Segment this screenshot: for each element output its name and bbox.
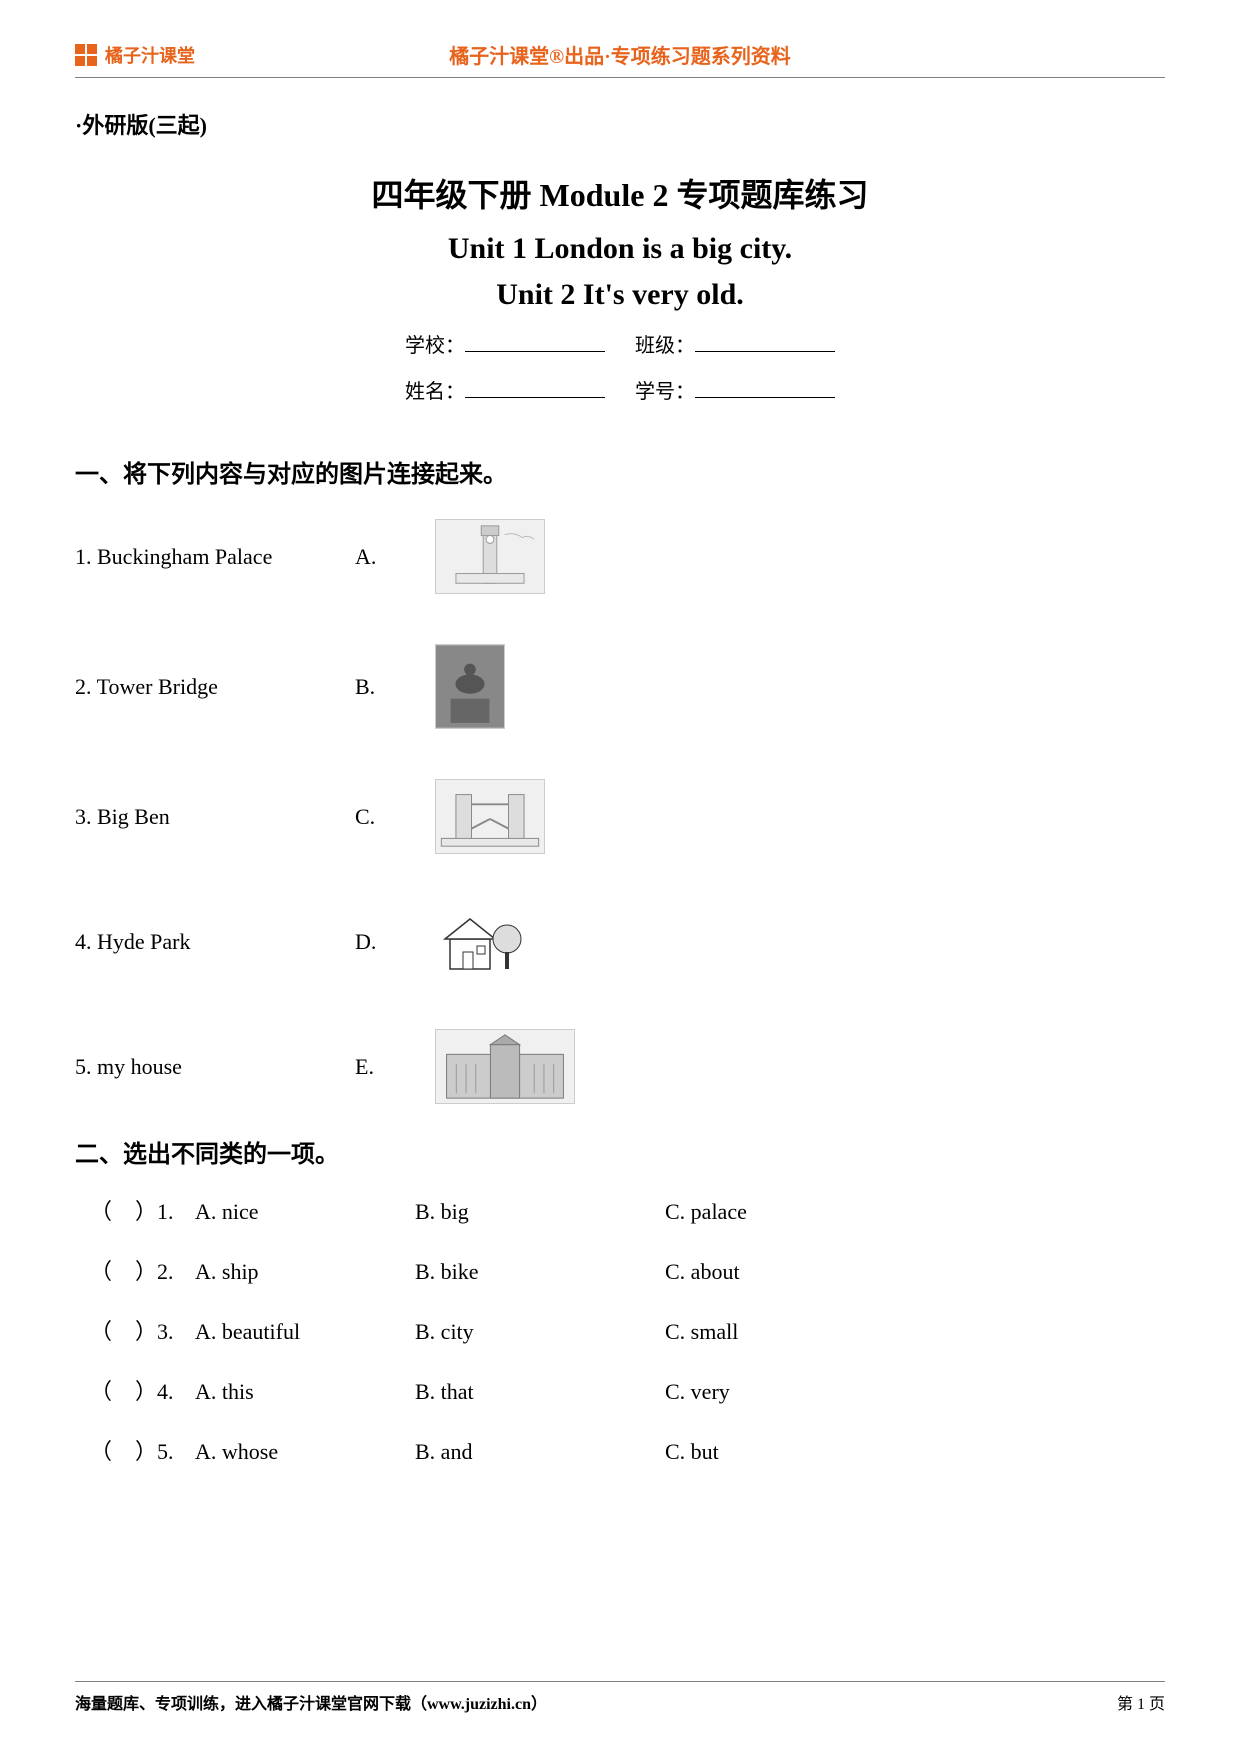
name-field: 姓名： [405, 374, 605, 404]
option-a: A. nice [195, 1199, 415, 1225]
match-image-e [435, 1029, 575, 1104]
tower-bridge-icon [436, 780, 544, 853]
option-c: C. small [665, 1319, 865, 1345]
name-blank[interactable] [465, 374, 605, 398]
match-letter-b: B. [355, 674, 435, 700]
name-label: 姓名： [405, 375, 465, 404]
option-b: B. bike [415, 1259, 665, 1285]
sub-title-2: Unit 2 It's very old. [75, 278, 1165, 312]
row-num: 1. [157, 1199, 174, 1224]
match-item-5: 5. my house [75, 1054, 355, 1080]
match-item-1: 1. Buckingham Palace [75, 544, 355, 570]
school-blank[interactable] [465, 328, 605, 352]
row-num: 3. [157, 1319, 174, 1344]
option-c: C. palace [665, 1199, 865, 1225]
match-letter-e: E. [355, 1054, 435, 1080]
statue-icon [436, 645, 504, 728]
class-label: 班级： [635, 329, 695, 358]
paren-open[interactable]: （ [75, 1374, 135, 1406]
page-header: 橘子汁课堂 橘子汁课堂®出品·专项练习题系列资料 [75, 40, 1165, 78]
sub-title-1: Unit 1 London is a big city. [75, 232, 1165, 266]
row-num: 2. [157, 1259, 174, 1284]
paren-close: ）2. [135, 1254, 195, 1286]
class-blank[interactable] [695, 328, 835, 352]
odd-row-5: （ ）5. A. whose B. and C. but [75, 1434, 1165, 1466]
option-a: A. ship [195, 1259, 415, 1285]
matching-exercise: 1. Buckingham Palace A. 2. Tower Bridge … [75, 519, 1165, 1104]
option-b: B. that [415, 1379, 665, 1405]
row-num: 5. [157, 1439, 174, 1464]
match-text-1: Buckingham Palace [97, 544, 272, 569]
big-ben-icon [436, 520, 544, 593]
section-2-heading: 二、选出不同类的一项。 [75, 1134, 1165, 1169]
id-label: 学号： [635, 375, 695, 404]
match-image-a [435, 519, 545, 594]
match-text-2: Tower Bridge [97, 674, 218, 699]
option-c: C. very [665, 1379, 865, 1405]
option-b: B. big [415, 1199, 665, 1225]
paren-open[interactable]: （ [75, 1314, 135, 1346]
option-a: A. beautiful [195, 1319, 415, 1345]
odd-row-4: （ ）4. A. this B. that C. very [75, 1374, 1165, 1406]
odd-row-2: （ ）2. A. ship B. bike C. about [75, 1254, 1165, 1286]
match-letter-a: A. [355, 544, 435, 570]
title-block: 四年级下册 Module 2 专项题库练习 Unit 1 London is a… [75, 170, 1165, 404]
paren-open[interactable]: （ [75, 1254, 135, 1286]
option-b: B. city [415, 1319, 665, 1345]
match-num-4: 4. [75, 929, 92, 954]
option-a: A. whose [195, 1439, 415, 1465]
palace-icon [436, 1030, 574, 1103]
paren-close: ）3. [135, 1314, 195, 1346]
logo-icon [75, 44, 97, 66]
id-field: 学号： [635, 374, 835, 404]
info-row-1: 学校： 班级： [75, 328, 1165, 358]
paren-open[interactable]: （ [75, 1434, 135, 1466]
match-item-4: 4. Hyde Park [75, 929, 355, 955]
page-footer: 海量题库、专项训练，进入橘子汁课堂官网下载（www.juzizhi.cn） 第 … [75, 1681, 1165, 1714]
option-c: C. about [665, 1259, 865, 1285]
match-num-1: 1. [75, 544, 92, 569]
school-label: 学校： [405, 329, 465, 358]
match-item-3: 3. Big Ben [75, 804, 355, 830]
option-b: B. and [415, 1439, 665, 1465]
paren-open[interactable]: （ [75, 1194, 135, 1226]
main-title: 四年级下册 Module 2 专项题库练习 [75, 170, 1165, 216]
header-center-text: 橘子汁课堂®出品·专项练习题系列资料 [449, 46, 791, 68]
match-num-2: 2. [75, 674, 92, 699]
footer-page-number: 第 1 页 [1117, 1690, 1165, 1714]
class-field: 班级： [635, 328, 835, 358]
match-letter-c: C. [355, 804, 435, 830]
option-c: C. but [665, 1439, 865, 1465]
school-field: 学校： [405, 328, 605, 358]
paren-close: ）5. [135, 1434, 195, 1466]
option-a: A. this [195, 1379, 415, 1405]
id-blank[interactable] [695, 374, 835, 398]
match-image-b [435, 644, 505, 729]
match-num-5: 5. [75, 1054, 92, 1079]
info-row-2: 姓名： 学号： [75, 374, 1165, 404]
header-title: 橘子汁课堂®出品·专项练习题系列资料 [195, 40, 1045, 69]
odd-one-out-exercise: （ ）1. A. nice B. big C. palace （ ）2. A. … [75, 1194, 1165, 1466]
match-item-2: 2. Tower Bridge [75, 674, 355, 700]
match-text-3: Big Ben [97, 804, 170, 829]
edition-label: ·外研版(三起) [75, 108, 1165, 140]
match-letter-d: D. [355, 929, 435, 955]
footer-left: 海量题库、专项训练，进入橘子汁课堂官网下载（www.juzizhi.cn） [75, 1690, 547, 1714]
odd-row-1: （ ）1. A. nice B. big C. palace [75, 1194, 1165, 1226]
row-num: 4. [157, 1379, 174, 1404]
paren-close: ）1. [135, 1194, 195, 1226]
section-1-heading: 一、将下列内容与对应的图片连接起来。 [75, 454, 1165, 489]
logo-text: 橘子汁课堂 [105, 42, 195, 68]
match-text-4: Hyde Park [97, 929, 190, 954]
logo: 橘子汁课堂 [75, 42, 195, 68]
match-num-3: 3. [75, 804, 92, 829]
house-icon [435, 904, 530, 979]
paren-close: ）4. [135, 1374, 195, 1406]
match-text-5: my house [97, 1054, 182, 1079]
odd-row-3: （ ）3. A. beautiful B. city C. small [75, 1314, 1165, 1346]
match-image-c [435, 779, 545, 854]
match-image-d [435, 904, 530, 979]
